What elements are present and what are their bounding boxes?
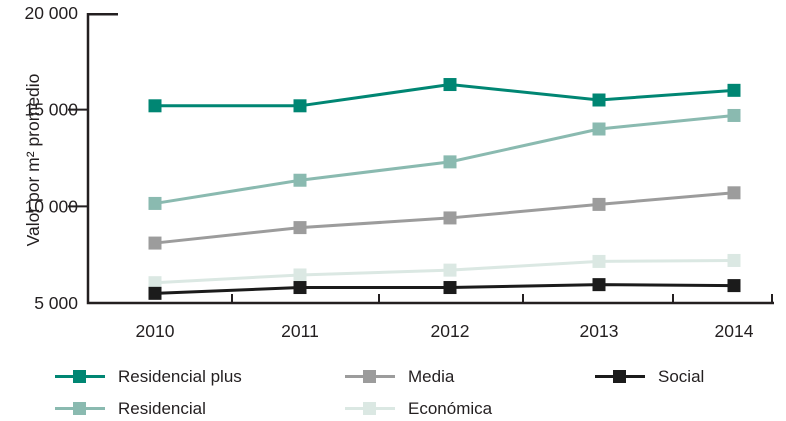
legend-marker-social xyxy=(595,369,645,383)
legend-marker-media xyxy=(345,369,395,383)
line-chart-canvas: Valor por m² promedio 5 000 10 000 15 000 2… xyxy=(23,3,774,341)
legend-square-icon xyxy=(363,369,376,383)
marker-social-2011 xyxy=(293,281,307,295)
marker-media-2011 xyxy=(293,221,307,235)
y-axis-title: Valor por m² promedio xyxy=(23,74,43,247)
marker-media-2012 xyxy=(443,211,457,225)
legend-square-icon xyxy=(613,369,626,383)
marker-residencial-2012 xyxy=(443,155,457,169)
marker-residencial-2011 xyxy=(293,173,307,187)
marker-social-2013 xyxy=(592,278,606,292)
x-tick-label: 2014 xyxy=(715,321,754,341)
series-layer xyxy=(148,78,741,300)
legend-marker-residencial xyxy=(55,401,105,415)
legend-marker-economica xyxy=(345,401,395,415)
marker-social-2014 xyxy=(727,279,741,293)
marker-residencial-2014 xyxy=(727,108,741,122)
x-tick-label: 2013 xyxy=(580,321,619,341)
marker-economica-2014 xyxy=(727,253,741,267)
legend-item-media: Media xyxy=(345,368,595,385)
legend-item-economica: Económica xyxy=(345,400,595,417)
legend-square-icon xyxy=(363,401,376,415)
marker-residencial-2010 xyxy=(148,196,162,210)
y-tick-label: 15 000 xyxy=(24,100,78,120)
marker-residencial-plus-2012 xyxy=(443,78,457,92)
marker-social-2010 xyxy=(148,286,162,300)
axes-layer: 5 000 10 000 15 000 20 000 2010 2011 2012 2013 2… xyxy=(24,3,774,341)
marker-economica-2011 xyxy=(293,268,307,282)
marker-residencial-plus-2010 xyxy=(148,99,162,113)
marker-economica-2010 xyxy=(148,276,162,290)
y-tick-label: 10 000 xyxy=(24,196,78,216)
y-tick-label: 20 000 xyxy=(24,3,78,23)
x-tick-label: 2010 xyxy=(136,321,175,341)
marker-residencial-2013 xyxy=(592,122,606,136)
marker-residencial-plus-2014 xyxy=(727,83,741,97)
marker-social-2012 xyxy=(443,281,457,295)
legend-label: Media xyxy=(408,366,455,386)
marker-economica-2012 xyxy=(443,263,457,277)
marker-residencial-plus-2011 xyxy=(293,99,307,113)
legend-marker-residencial-plus xyxy=(55,369,105,383)
marker-economica-2013 xyxy=(592,254,606,268)
legend-square-icon xyxy=(73,401,86,415)
legend-label: Residencial plus xyxy=(118,366,242,386)
legend-label: Residencial xyxy=(118,398,206,418)
x-tick-label: 2011 xyxy=(281,321,319,341)
legend-label: Económica xyxy=(408,398,493,418)
legend-item-residencial: Residencial xyxy=(55,400,345,417)
marker-media-2010 xyxy=(148,236,162,250)
marker-media-2014 xyxy=(727,186,741,200)
legend-item-residencial-plus: Residencial plus xyxy=(55,368,345,385)
x-tick-label: 2012 xyxy=(431,321,470,341)
y-tick-label: 5 000 xyxy=(34,293,78,313)
chart-legend: Residencial plus Media Social Residencial Ec… xyxy=(55,360,704,421)
marker-media-2013 xyxy=(592,197,606,211)
legend-square-icon xyxy=(73,369,86,383)
marker-residencial-plus-2013 xyxy=(592,93,606,107)
legend-label: Social xyxy=(658,366,705,386)
legend-item-social: Social xyxy=(595,368,704,385)
